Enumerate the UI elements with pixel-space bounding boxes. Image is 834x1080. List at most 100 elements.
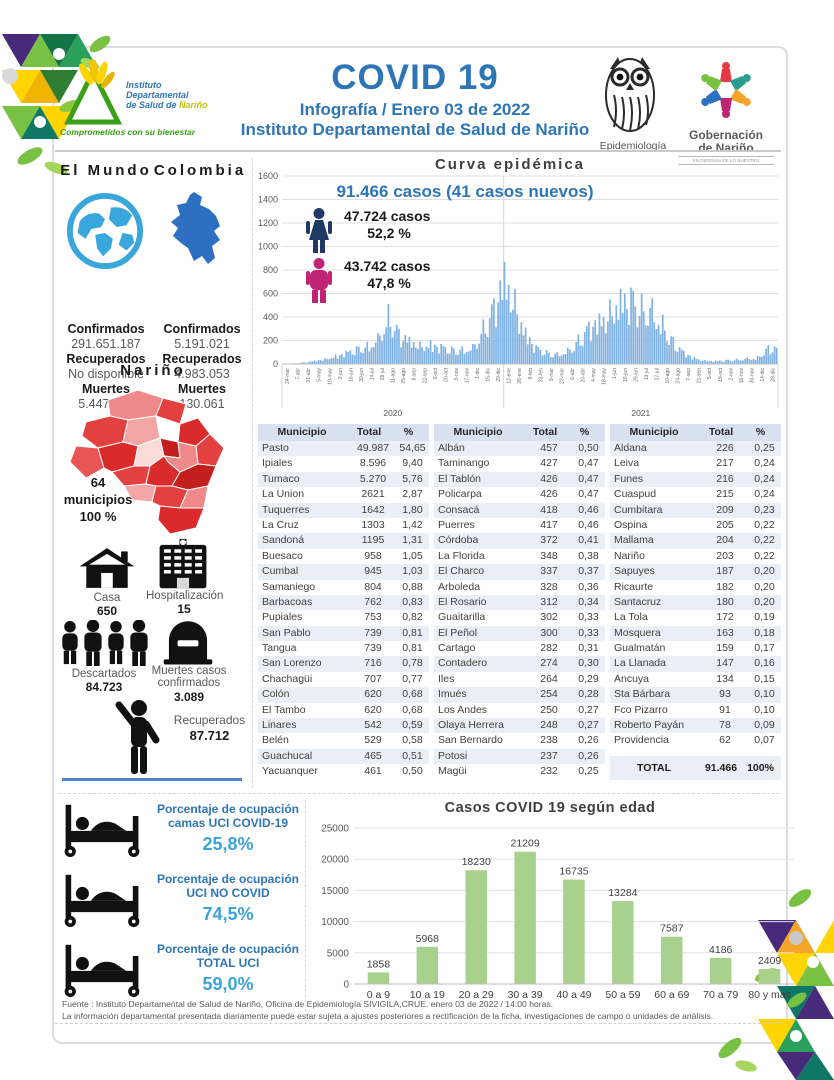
cell-total: 187 [716, 565, 734, 578]
cell-total: 159 [716, 642, 734, 655]
svg-text:3-nov: 3-nov [454, 368, 460, 381]
col-header-pct: % [579, 426, 590, 438]
uci-total-label: Porcentaje de ocupación TOTAL UCI [156, 942, 300, 970]
decorative-mosaic-bottom-right [718, 889, 834, 1080]
cell-pct: 0,33 [578, 611, 599, 624]
svg-text:0: 0 [343, 980, 349, 991]
cell-pct: 0,10 [754, 703, 775, 716]
cell-total: 620 [364, 703, 382, 716]
cell-municipio: Puerres [438, 518, 475, 531]
cell-total: 1303 [361, 518, 385, 531]
tombstone-icon [163, 621, 213, 665]
svg-text:21209: 21209 [510, 838, 539, 850]
svg-text:1400: 1400 [258, 195, 278, 205]
casa-label: Casa [93, 592, 121, 604]
cell-municipio: El Tablón [438, 472, 482, 485]
cell-pct: 0,58 [402, 734, 423, 747]
svg-text:21-abr: 21-abr [306, 368, 312, 383]
svg-text:2020: 2020 [383, 408, 402, 418]
cell-total: 417 [540, 518, 558, 531]
table-row: Nariño 203 0,22 [610, 549, 781, 564]
table-row: La Cruz 1303 1,42 [258, 518, 429, 533]
cell-pct: 0,18 [754, 626, 775, 639]
cell-municipio: Córdoba [438, 534, 479, 547]
svg-text:27-jul: 27-jul [654, 368, 660, 380]
bed-icon [64, 944, 140, 998]
table-row: Iles 264 0,29 [434, 672, 605, 687]
cell-pct: 0,46 [578, 518, 599, 531]
cell-total: 91 [719, 703, 731, 716]
svg-text:18-may: 18-may [602, 368, 608, 385]
uci-covid-value: 25,8% [202, 834, 254, 854]
cell-municipio: La Florida [438, 549, 485, 562]
cell-total: 542 [364, 719, 382, 732]
cell-total: 739 [364, 642, 382, 655]
col-header-total: Total [356, 426, 382, 438]
cell-total: 716 [364, 657, 382, 670]
municipality-table-group-2: Municipio Total% Albán 457 0,50 Taminango 427 0… [434, 424, 605, 780]
svg-text:18230: 18230 [462, 856, 491, 868]
cell-total: 418 [540, 503, 558, 516]
cell-municipio: El Charco [438, 565, 485, 578]
colombia-map-icon [171, 192, 220, 264]
svg-text:600: 600 [263, 289, 278, 299]
table-row: La Llanada 147 0,16 [610, 656, 781, 672]
cell-municipio: Aldana [614, 442, 647, 454]
svg-text:60 a 69: 60 a 69 [654, 989, 689, 1001]
svg-text:6-oct: 6-oct [433, 367, 439, 379]
cell-pct: 5,76 [402, 472, 423, 485]
cell-total: 8.596 [359, 457, 387, 470]
svg-text:80 y mas: 80 y mas [748, 989, 791, 1001]
table-row: San Pablo 739 0,81 [258, 625, 429, 642]
cell-pct: 0,88 [402, 580, 423, 593]
idsn-tagline: Comprometidos con su bienestar [60, 127, 196, 137]
cell-municipio: Colón [262, 688, 290, 701]
table-row: Mosquera 163 0,18 [610, 625, 781, 642]
cell-pct: 0,27 [578, 703, 599, 716]
cell-total: 216 [716, 472, 734, 485]
table-row: Guachucal 465 0,51 [258, 748, 429, 765]
uci-no-covid-block: Porcentaje de ocupación UCI NO COVID 74,… [60, 870, 304, 934]
svg-text:400: 400 [263, 312, 278, 322]
cell-pct: 0,25 [754, 442, 775, 454]
svg-text:10 a 19: 10 a 19 [410, 989, 445, 1001]
age-bar-chart: 0 5000 10000 15000 20000 25000 1858 0 a 9 5968 10… [321, 824, 794, 1001]
svg-text:25000: 25000 [321, 824, 349, 835]
cell-municipio: Tangua [262, 642, 297, 655]
cell-total: 264 [540, 672, 558, 685]
table-row: Linares 542 0,59 [258, 718, 429, 734]
cell-municipio: Sandoná [262, 534, 305, 547]
cell-municipio: Contadero [438, 657, 488, 670]
owl-icon [605, 57, 655, 132]
cell-total: 163 [716, 626, 734, 639]
cell-municipio: Ipiales [262, 457, 293, 470]
gobernacion-tagline: EN DEFENSA DE LO NUESTRO [678, 156, 774, 165]
svg-text:29-jun: 29-jun [633, 368, 639, 382]
muertes-confirmados-label: Muertes casos confirmados [151, 665, 227, 689]
table-row: Cumbal 945 1,03 [258, 564, 429, 580]
table-row: Sapuyes 187 0,20 [610, 564, 781, 580]
colombia-confirmed-value: 5.191.021 [174, 337, 230, 351]
cell-pct: 0,22 [754, 549, 775, 562]
world-confirmed-label: Confirmados [67, 322, 145, 336]
svg-text:19-may: 19-may [327, 368, 333, 385]
epidemiology-logo: Epidemiología [598, 55, 668, 152]
cell-total: 172 [716, 611, 734, 624]
svg-text:29-dic: 29-dic [496, 368, 502, 382]
svg-text:23-feb: 23-feb [538, 368, 544, 382]
muertes-confirmados-value: 3.089 [173, 690, 205, 704]
svg-text:15-jun: 15-jun [623, 368, 629, 382]
idsn-logo-text: Instituto Departamental de Salud de Nari… [126, 80, 221, 110]
svg-text:6-abr: 6-abr [570, 368, 576, 380]
svg-text:23-mar: 23-mar [560, 368, 566, 384]
bed-icon [64, 804, 140, 858]
table-row: Consacá 418 0,46 [434, 502, 605, 518]
cell-total: 753 [364, 611, 382, 624]
svg-text:1600: 1600 [258, 171, 278, 181]
svg-text:4-may: 4-may [591, 368, 597, 382]
svg-text:2409: 2409 [758, 955, 782, 967]
cell-pct: 1,80 [402, 503, 423, 516]
cell-pct: 0,50 [402, 765, 423, 778]
table-row: Aldana 226 0,25 [610, 441, 781, 457]
epidemic-curve-chart: 0 200 400 600 800 1000 1200 1400 1600 24-mar 7-abr… [258, 171, 779, 418]
